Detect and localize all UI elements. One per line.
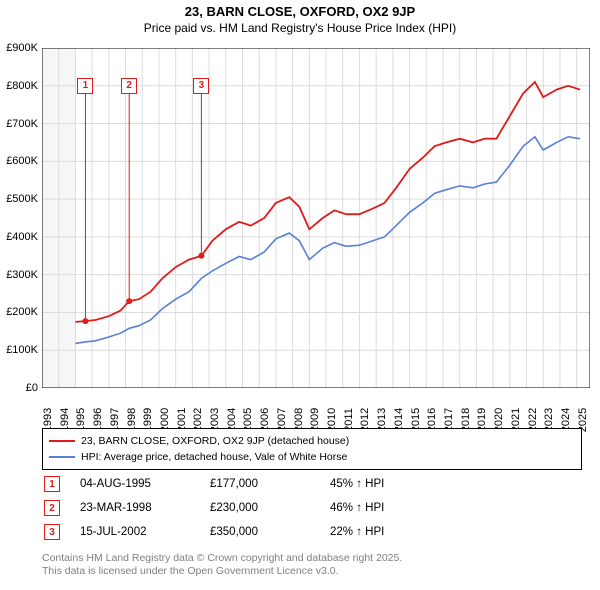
footnote-line: This data is licensed under the Open Gov… <box>42 565 582 578</box>
chart-title: 23, BARN CLOSE, OXFORD, OX2 9JP <box>0 0 600 19</box>
sales-marker: 3 <box>44 524 60 540</box>
sales-price: £177,000 <box>210 478 330 490</box>
sales-date: 15-JUL-2002 <box>60 526 210 538</box>
footnote: Contains HM Land Registry data © Crown c… <box>42 552 582 578</box>
sale-marker-3: 3 <box>193 78 209 94</box>
legend-swatch <box>49 456 75 458</box>
footnote-line: Contains HM Land Registry data © Crown c… <box>42 552 582 565</box>
sale-marker-2: 2 <box>121 78 137 94</box>
y-tick-label: £800K <box>6 80 38 92</box>
y-axis: £0£100K£200K£300K£400K£500K£600K£700K£80… <box>0 48 40 388</box>
sales-delta: 22% ↑ HPI <box>330 526 450 538</box>
sales-marker: 2 <box>44 500 60 516</box>
chart-plot-area: 1 2 3 <box>42 48 590 388</box>
legend-item: 23, BARN CLOSE, OXFORD, OX2 9JP (detache… <box>49 433 575 449</box>
sales-date: 23-MAR-1998 <box>60 502 210 514</box>
x-axis: 1993199419951996199719981999200020012002… <box>42 388 590 426</box>
sales-row: 104-AUG-1995£177,00045% ↑ HPI <box>42 472 582 496</box>
sale-marker-1: 1 <box>77 78 93 94</box>
sales-row: 223-MAR-1998£230,00046% ↑ HPI <box>42 496 582 520</box>
sales-marker: 1 <box>44 476 60 492</box>
legend-swatch <box>49 440 75 442</box>
sales-price: £230,000 <box>210 502 330 514</box>
chart-svg <box>42 48 590 388</box>
y-tick-label: £300K <box>6 269 38 281</box>
y-tick-label: £400K <box>6 231 38 243</box>
y-tick-label: £700K <box>6 118 38 130</box>
sales-delta: 45% ↑ HPI <box>330 478 450 490</box>
sales-price: £350,000 <box>210 526 330 538</box>
sales-delta: 46% ↑ HPI <box>330 502 450 514</box>
y-tick-label: £900K <box>6 42 38 54</box>
sales-table: 104-AUG-1995£177,00045% ↑ HPI223-MAR-199… <box>42 472 582 544</box>
chart-subtitle: Price paid vs. HM Land Registry's House … <box>0 19 600 35</box>
legend-label: 23, BARN CLOSE, OXFORD, OX2 9JP (detache… <box>81 435 349 447</box>
legend-item: HPI: Average price, detached house, Vale… <box>49 449 575 465</box>
legend-box: 23, BARN CLOSE, OXFORD, OX2 9JP (detache… <box>42 428 582 470</box>
y-tick-label: £600K <box>6 155 38 167</box>
sales-row: 315-JUL-2002£350,00022% ↑ HPI <box>42 520 582 544</box>
y-tick-label: £500K <box>6 193 38 205</box>
y-tick-label: £200K <box>6 306 38 318</box>
legend-label: HPI: Average price, detached house, Vale… <box>81 451 347 463</box>
y-tick-label: £0 <box>26 382 38 394</box>
sales-date: 04-AUG-1995 <box>60 478 210 490</box>
y-tick-label: £100K <box>6 344 38 356</box>
